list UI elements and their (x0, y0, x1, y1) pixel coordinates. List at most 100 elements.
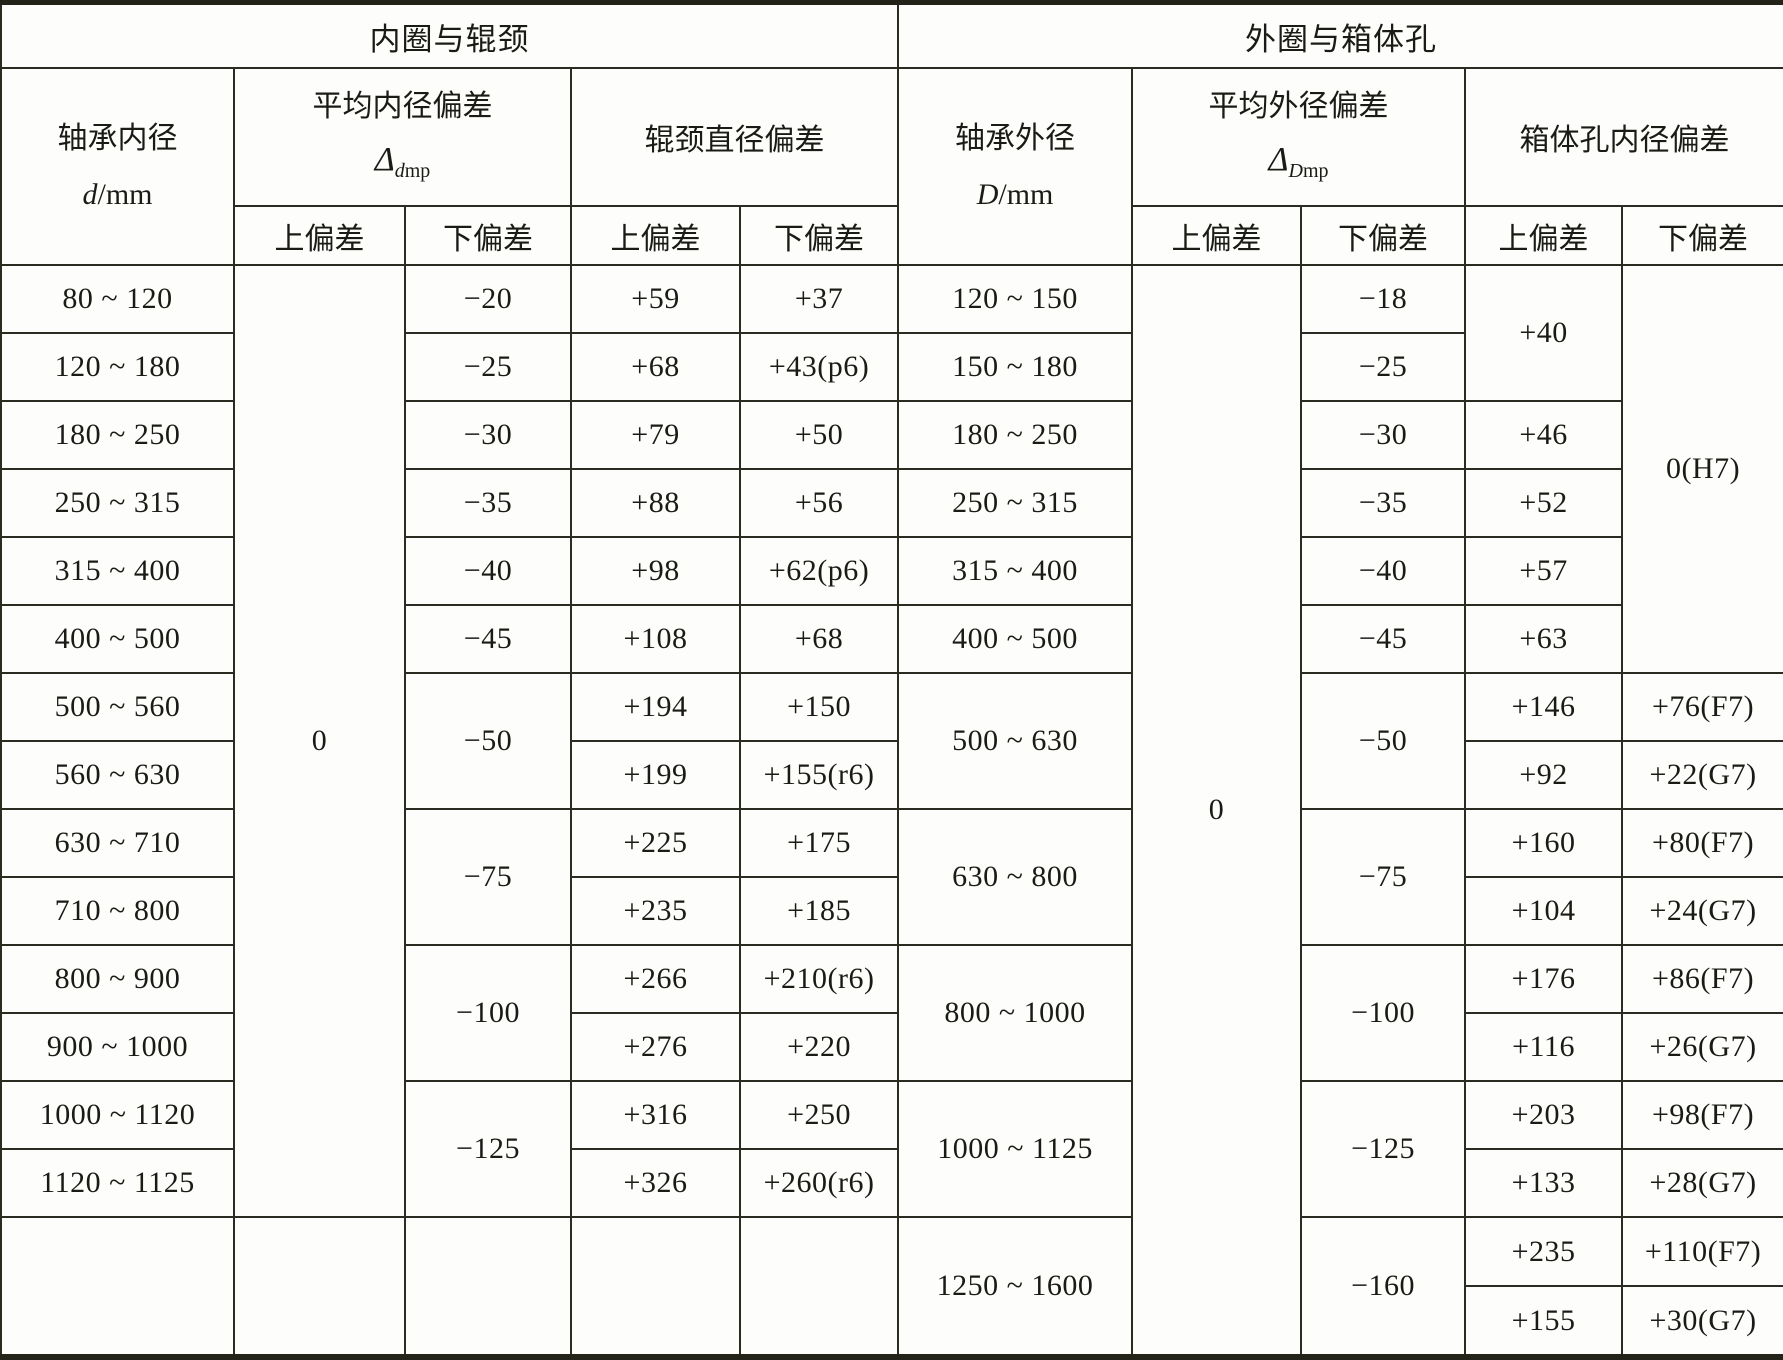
neck-dev-header: 辊颈直径偏差 (569, 67, 900, 207)
housing-upper-dev: +133 (1464, 1148, 1624, 1218)
inner-mean-lower-dev: −100 (404, 944, 572, 1082)
outer-mean-lower-dev: −25 (1300, 332, 1467, 402)
housing-upper-dev-header: 上偏差 (1464, 205, 1624, 266)
mean-outer-dev-title: 平均外径偏差 (1208, 89, 1389, 123)
housing-lower-dev: +98(F7) (1621, 1080, 1783, 1150)
inner-bore-header: 轴承内径 d/mm (0, 67, 235, 266)
neck-lower-dev: +210(r6) (738, 944, 900, 1014)
inner-mean-lower-dev: −20 (404, 264, 572, 334)
table-row: 80 ~ 120 0 −20 +59 +37 120 ~ 150 0 −18 +… (0, 264, 1783, 1358)
empty-cell (738, 1216, 900, 1358)
empty-cell (0, 1216, 235, 1358)
inner-bore-range: 250 ~ 315 (0, 468, 235, 538)
outer-diameter-range: 630 ~ 800 (897, 808, 1134, 946)
housing-upper-dev: +235 (1464, 1216, 1624, 1287)
neck-lower-dev: +150 (738, 672, 900, 742)
neck-lower-dev: +220 (738, 1012, 900, 1082)
table-row: 250 ~ 315 −35 +88 +56 250 ~ 315 −35 +52 (0, 468, 1783, 538)
mean-inner-dev-header: 平均内径偏差 Δdmp (233, 67, 572, 207)
inner-bore-range: 315 ~ 400 (0, 536, 235, 606)
outer-mean-lower-dev: −50 (1300, 672, 1467, 810)
inner-bore-range: 900 ~ 1000 (0, 1012, 235, 1082)
inner-bore-symbol: d/mm (82, 177, 153, 211)
outer-diameter-range: 400 ~ 500 (897, 604, 1134, 674)
outer-mean-lower-dev: −45 (1300, 604, 1467, 674)
neck-lower-dev: +62(p6) (738, 536, 900, 606)
neck-upper-dev: +59 (570, 264, 741, 334)
outer-diameter-range: 800 ~ 1000 (897, 944, 1134, 1082)
outer-diameter-range: 1250 ~ 1600 (897, 1216, 1134, 1358)
inner-bore-range: 80 ~ 120 (0, 264, 235, 334)
table-row: 上偏差 下偏差 上偏差 下偏差 上偏差 下偏差 上偏差 下偏差 (1, 205, 1783, 266)
housing-upper-dev: +46 (1464, 400, 1624, 470)
neck-lower-dev: +155(r6) (738, 740, 900, 810)
housing-upper-dev: +57 (1464, 536, 1624, 606)
table-row: 1250 ~ 1600 −160 +235 +110(F7) (0, 1216, 1783, 1358)
outer-mean-lower-dev: −18 (1300, 264, 1467, 334)
housing-lower-dev: +22(G7) (1621, 740, 1783, 810)
outer-mean-upper-dev: 0 (1131, 264, 1303, 1358)
housing-lower-dev: +26(G7) (1621, 1012, 1783, 1082)
neck-lower-dev: +260(r6) (738, 1148, 900, 1218)
neck-lower-dev: +175 (738, 808, 900, 878)
outer-diameter-range: 250 ~ 315 (897, 468, 1134, 538)
neck-upper-dev: +266 (570, 944, 741, 1014)
housing-upper-dev: +155 (1464, 1285, 1624, 1358)
inner-lower-dev-header: 下偏差 (404, 205, 572, 266)
outer-diameter-range: 120 ~ 150 (897, 264, 1134, 334)
outer-diameter-header: 轴承外径 D/mm (897, 67, 1134, 266)
table-row: 710 ~ 800 +235 +185 +104 +24(G7) (0, 876, 1783, 946)
housing-upper-dev: +104 (1464, 876, 1624, 946)
table-row: 315 ~ 400 −40 +98 +62(p6) 315 ~ 400 −40 … (0, 536, 1783, 606)
outer-mean-lower-dev: −40 (1300, 536, 1467, 606)
inner-bore-title: 轴承内径 (57, 121, 178, 155)
inner-bore-range: 630 ~ 710 (0, 808, 235, 878)
neck-upper-dev: +235 (570, 876, 741, 946)
inner-upper-dev-header: 上偏差 (233, 205, 406, 266)
outer-mean-lower-dev: −125 (1300, 1080, 1467, 1218)
outer-diameter-title: 轴承外径 (955, 121, 1076, 155)
table-row: 800 ~ 900 −100 +266 +210(r6) 800 ~ 1000 … (0, 944, 1783, 1082)
table-row: 内圈与辊颈 外圈与箱体孔 (0, 1, 1783, 69)
empty-cell (404, 1216, 572, 1358)
housing-lower-dev: +30(G7) (1621, 1285, 1783, 1358)
inner-bore-range: 800 ~ 900 (0, 944, 235, 1014)
housing-lower-dev: 0(H7) (1621, 264, 1783, 674)
housing-upper-dev: +203 (1464, 1080, 1624, 1150)
housing-upper-dev: +40 (1464, 264, 1624, 402)
neck-upper-dev: +108 (570, 604, 741, 674)
inner-mean-lower-dev: −75 (404, 808, 572, 946)
table-row: 180 ~ 250 −30 +79 +50 180 ~ 250 −30 +46 (0, 400, 1783, 470)
neck-lower-dev: +185 (738, 876, 900, 946)
outer-diameter-range: 180 ~ 250 (897, 400, 1134, 470)
neck-lower-dev: +56 (738, 468, 900, 538)
outer-lower-dev-header: 下偏差 (1300, 205, 1467, 266)
table-row: 560 ~ 630 +199 +155(r6) +92 +22(G7) (0, 740, 1783, 810)
housing-upper-dev: +160 (1464, 808, 1624, 878)
inner-bore-range: 1120 ~ 1125 (0, 1148, 235, 1218)
neck-lower-dev-header: 下偏差 (738, 205, 900, 266)
housing-lower-dev: +24(G7) (1621, 876, 1783, 946)
inner-bore-range: 400 ~ 500 (0, 604, 235, 674)
neck-lower-dev: +43(p6) (738, 332, 900, 402)
inner-mean-lower-dev: −25 (404, 332, 572, 402)
outer-mean-lower-dev: −35 (1300, 468, 1467, 538)
neck-upper-dev: +276 (570, 1012, 741, 1082)
neck-upper-dev: +316 (570, 1080, 741, 1150)
outer-diameter-range: 500 ~ 630 (897, 672, 1134, 810)
outer-ring-group-header: 外圈与箱体孔 (897, 1, 1783, 69)
table-row: 1120 ~ 1125 +326 +260(r6) +133 +28(G7) (0, 1148, 1783, 1218)
table-row: 400 ~ 500 −45 +108 +68 400 ~ 500 −45 +63 (0, 604, 1783, 674)
housing-upper-dev: +146 (1464, 672, 1624, 742)
housing-lower-dev-header: 下偏差 (1621, 205, 1783, 266)
inner-mean-upper-dev: 0 (233, 264, 406, 1218)
inner-ring-group-header: 内圈与辊颈 (0, 1, 900, 69)
outer-diameter-range: 1000 ~ 1125 (897, 1080, 1134, 1218)
housing-upper-dev: +92 (1464, 740, 1624, 810)
mean-inner-dev-title: 平均内径偏差 (312, 89, 493, 123)
inner-bore-range: 560 ~ 630 (0, 740, 235, 810)
housing-upper-dev: +116 (1464, 1012, 1624, 1082)
inner-mean-lower-dev: −35 (404, 468, 572, 538)
